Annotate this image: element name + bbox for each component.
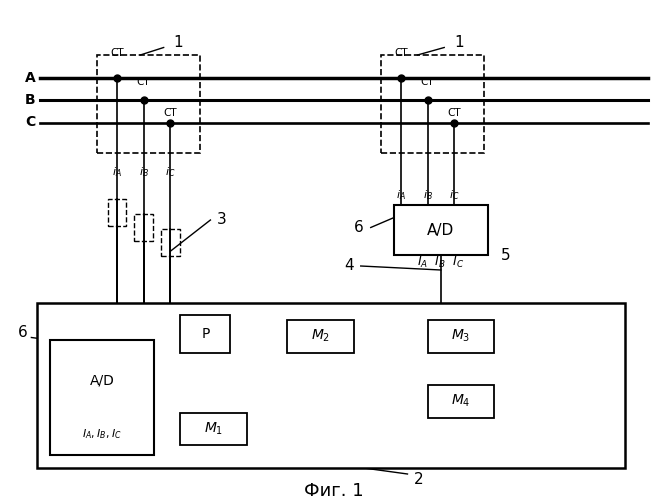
Text: A/D: A/D <box>90 373 114 387</box>
Text: $M_4$: $M_4$ <box>451 393 471 409</box>
Text: 6: 6 <box>18 325 28 340</box>
Text: $i_B$: $i_B$ <box>423 188 432 202</box>
Text: CT: CT <box>394 48 407 58</box>
Text: 3: 3 <box>217 212 227 228</box>
Bar <box>97 55 200 152</box>
Text: B: B <box>25 93 35 107</box>
Text: 6: 6 <box>354 220 364 235</box>
Text: CT: CT <box>421 78 434 88</box>
Text: CT: CT <box>164 108 177 118</box>
Text: $i_B$: $i_B$ <box>139 165 148 179</box>
Text: $i_A$: $i_A$ <box>112 165 122 179</box>
Bar <box>134 214 153 241</box>
Text: $I_A,I_B,I_C$: $I_A,I_B,I_C$ <box>82 428 122 441</box>
Text: 2: 2 <box>414 472 424 486</box>
Text: 1: 1 <box>454 35 464 50</box>
Text: $M_2$: $M_2$ <box>311 328 330 344</box>
Bar <box>428 385 494 418</box>
Text: CT: CT <box>448 108 461 118</box>
Text: P: P <box>201 327 210 341</box>
Text: A: A <box>25 70 35 85</box>
Bar <box>50 340 154 455</box>
Bar <box>287 320 354 352</box>
Text: $i_C$: $i_C$ <box>449 188 460 202</box>
Bar <box>428 320 494 352</box>
Text: 5: 5 <box>501 248 510 262</box>
Bar <box>394 205 488 255</box>
Bar <box>180 412 247 445</box>
Text: 4: 4 <box>345 258 354 274</box>
Bar <box>161 229 180 256</box>
Bar <box>108 198 126 226</box>
Text: A/D: A/D <box>428 222 454 238</box>
Text: $i_C$: $i_C$ <box>165 165 176 179</box>
Bar <box>381 55 484 152</box>
Text: CT: CT <box>110 48 124 58</box>
Text: $I_A$  $I_B$  $I_C$: $I_A$ $I_B$ $I_C$ <box>417 255 465 270</box>
Text: $i_A$: $i_A$ <box>396 188 405 202</box>
Text: $M_3$: $M_3$ <box>452 328 470 344</box>
Text: 1: 1 <box>174 35 183 50</box>
Text: CT: CT <box>137 78 150 88</box>
Text: $M_1$: $M_1$ <box>204 420 223 437</box>
Text: Фиг. 1: Фиг. 1 <box>304 482 364 500</box>
Bar <box>180 315 230 352</box>
Bar <box>37 302 625 468</box>
Text: C: C <box>25 116 35 130</box>
